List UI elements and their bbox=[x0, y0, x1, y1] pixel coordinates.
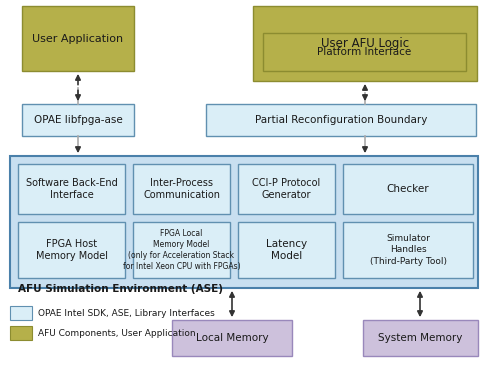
Text: User AFU Logic: User AFU Logic bbox=[321, 37, 409, 50]
Bar bbox=[10, 306, 32, 320]
Bar bbox=[18, 222, 125, 278]
Text: System Memory: System Memory bbox=[378, 333, 462, 343]
Bar bbox=[206, 104, 476, 136]
Text: FPGA Local
Memory Model
(only for Acceleration Stack
for Intel Xeon CPU with FPG: FPGA Local Memory Model (only for Accele… bbox=[123, 229, 240, 271]
Bar bbox=[343, 222, 473, 278]
Bar bbox=[238, 222, 335, 278]
Bar bbox=[253, 6, 477, 81]
Text: Latency
Model: Latency Model bbox=[266, 239, 307, 261]
Text: AFU Simulation Environment (ASE): AFU Simulation Environment (ASE) bbox=[18, 284, 223, 294]
Bar bbox=[263, 33, 466, 71]
Bar bbox=[22, 104, 134, 136]
Bar bbox=[10, 156, 478, 288]
Text: Simulator
Handles
(Third-Party Tool): Simulator Handles (Third-Party Tool) bbox=[369, 234, 447, 266]
Bar bbox=[133, 222, 230, 278]
Text: Local Memory: Local Memory bbox=[196, 333, 268, 343]
Bar bbox=[18, 164, 125, 214]
Text: OPAE libfpga-ase: OPAE libfpga-ase bbox=[33, 115, 123, 125]
Text: Platform Interface: Platform Interface bbox=[317, 47, 412, 57]
Text: OPAE Intel SDK, ASE, Library Interfaces: OPAE Intel SDK, ASE, Library Interfaces bbox=[38, 309, 215, 318]
Bar bbox=[22, 6, 134, 71]
Text: Software Back-End
Interface: Software Back-End Interface bbox=[26, 178, 118, 200]
Bar bbox=[343, 164, 473, 214]
Bar bbox=[172, 320, 292, 356]
Text: CCI-P Protocol
Generator: CCI-P Protocol Generator bbox=[252, 178, 321, 200]
Text: Partial Reconfiguration Boundary: Partial Reconfiguration Boundary bbox=[255, 115, 427, 125]
Text: AFU Components, User Application: AFU Components, User Application bbox=[38, 328, 196, 338]
Text: Checker: Checker bbox=[387, 184, 430, 194]
Text: FPGA Host
Memory Model: FPGA Host Memory Model bbox=[35, 239, 107, 261]
Bar bbox=[10, 326, 32, 340]
Text: User Application: User Application bbox=[32, 33, 123, 43]
Bar bbox=[133, 164, 230, 214]
Bar bbox=[238, 164, 335, 214]
Bar bbox=[363, 320, 478, 356]
Text: Inter-Process
Communication: Inter-Process Communication bbox=[143, 178, 220, 200]
